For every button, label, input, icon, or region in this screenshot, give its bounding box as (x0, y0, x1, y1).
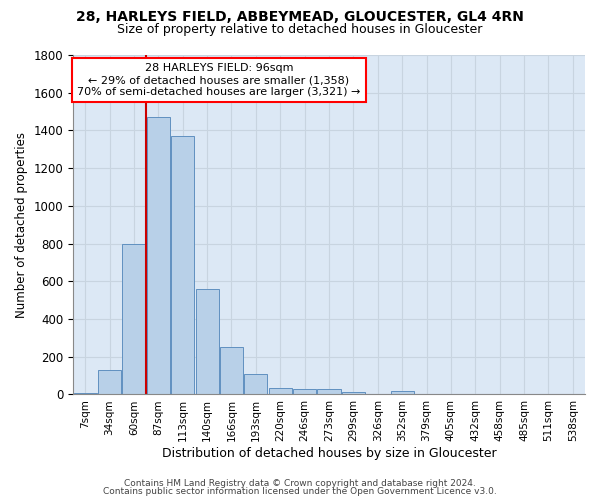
Text: 28 HARLEYS FIELD: 96sqm
← 29% of detached houses are smaller (1,358)
70% of semi: 28 HARLEYS FIELD: 96sqm ← 29% of detache… (77, 64, 361, 96)
Bar (244, 374, 268, 394)
Bar (171, 136, 194, 394)
Bar (74, 392, 97, 394)
Bar (317, 389, 341, 394)
Bar (293, 389, 316, 394)
Bar (220, 348, 243, 395)
Bar (122, 244, 146, 394)
Text: Contains public sector information licensed under the Open Government Licence v3: Contains public sector information licen… (103, 487, 497, 496)
Text: 28, HARLEYS FIELD, ABBEYMEAD, GLOUCESTER, GL4 4RN: 28, HARLEYS FIELD, ABBEYMEAD, GLOUCESTER… (76, 10, 524, 24)
Bar (342, 392, 365, 394)
Text: Contains HM Land Registry data © Crown copyright and database right 2024.: Contains HM Land Registry data © Crown c… (124, 478, 476, 488)
X-axis label: Distribution of detached houses by size in Gloucester: Distribution of detached houses by size … (162, 447, 496, 460)
Bar (98, 370, 121, 394)
Text: Size of property relative to detached houses in Gloucester: Size of property relative to detached ho… (118, 22, 482, 36)
Bar (269, 388, 292, 394)
Y-axis label: Number of detached properties: Number of detached properties (15, 132, 28, 318)
Bar (391, 390, 414, 394)
Bar (196, 289, 218, 395)
Bar (147, 117, 170, 394)
